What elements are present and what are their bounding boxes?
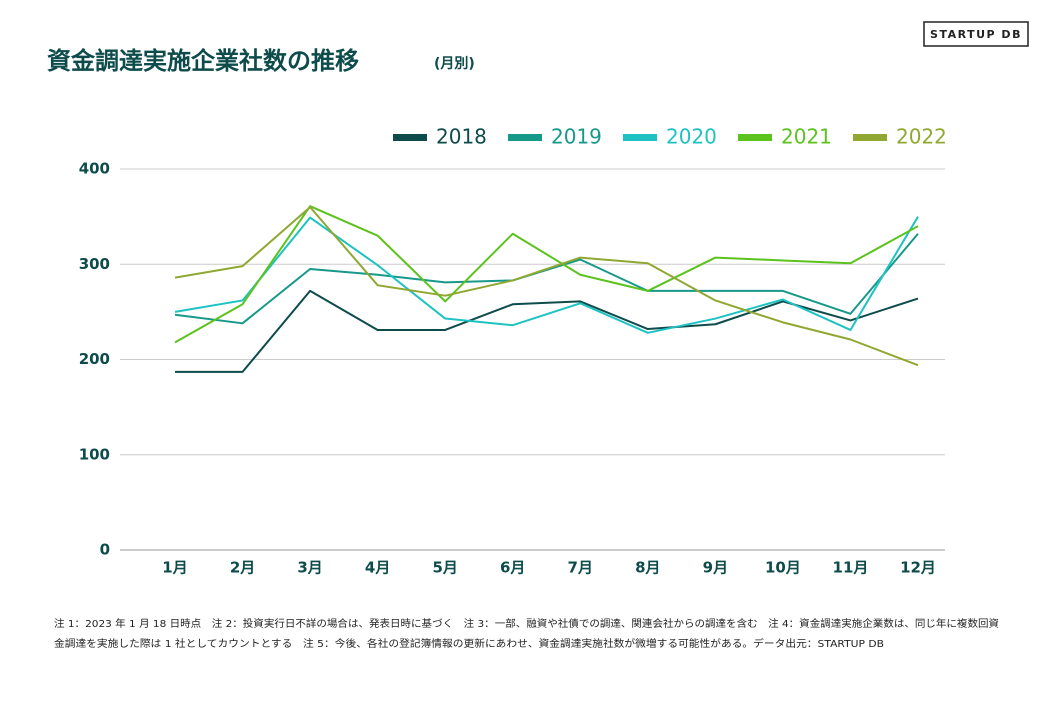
legend-label: 2018: [436, 125, 487, 149]
x-tick-label: 12月: [900, 559, 936, 577]
x-tick-label: 9月: [703, 559, 728, 577]
chart-subtitle: (月別): [434, 56, 475, 72]
y-tick-label: 300: [79, 255, 110, 273]
legend-label: 2019: [551, 125, 602, 149]
x-tick-label: 4月: [365, 559, 390, 577]
legend-label: 2020: [666, 125, 717, 149]
series-line: [174, 206, 919, 367]
y-tick-label: 0: [100, 541, 110, 559]
legend-swatch: [508, 134, 542, 141]
y-tick-label: 200: [79, 350, 110, 368]
logo-box: [923, 21, 1029, 47]
footnote: 注 1：2023 年 1 月 18 日時点 注 2：投資実行日不詳の場合は、発表…: [54, 617, 999, 630]
chart-title: 資金調達実施企業社数の推移: [47, 47, 359, 75]
legend-label: 2021: [781, 125, 832, 149]
series-line: [174, 205, 919, 344]
y-tick-label: 100: [79, 445, 110, 463]
legend-swatch: [853, 134, 887, 141]
series-line: [174, 216, 919, 334]
x-tick-label: 10月: [765, 559, 801, 577]
x-tick-label: 7月: [568, 559, 593, 577]
legend-swatch: [393, 134, 427, 141]
footnote: 金調達を実施した際は 1 社としてカウントとする 注 5：今後、各社の登記簿情報…: [54, 637, 884, 650]
x-tick-label: 11月: [833, 559, 869, 577]
x-tick-label: 8月: [635, 559, 660, 577]
x-tick-label: 5月: [432, 559, 457, 577]
x-tick-label: 6月: [500, 559, 525, 577]
legend-swatch: [623, 134, 657, 141]
x-tick-label: 3月: [297, 559, 322, 577]
legend-swatch: [738, 134, 772, 141]
y-tick-label: 400: [79, 160, 110, 178]
x-tick-label: 1月: [162, 559, 187, 577]
x-tick-label: 2月: [230, 559, 255, 577]
logo: STARTUP DB: [930, 28, 1022, 41]
legend-label: 2022: [896, 125, 947, 149]
